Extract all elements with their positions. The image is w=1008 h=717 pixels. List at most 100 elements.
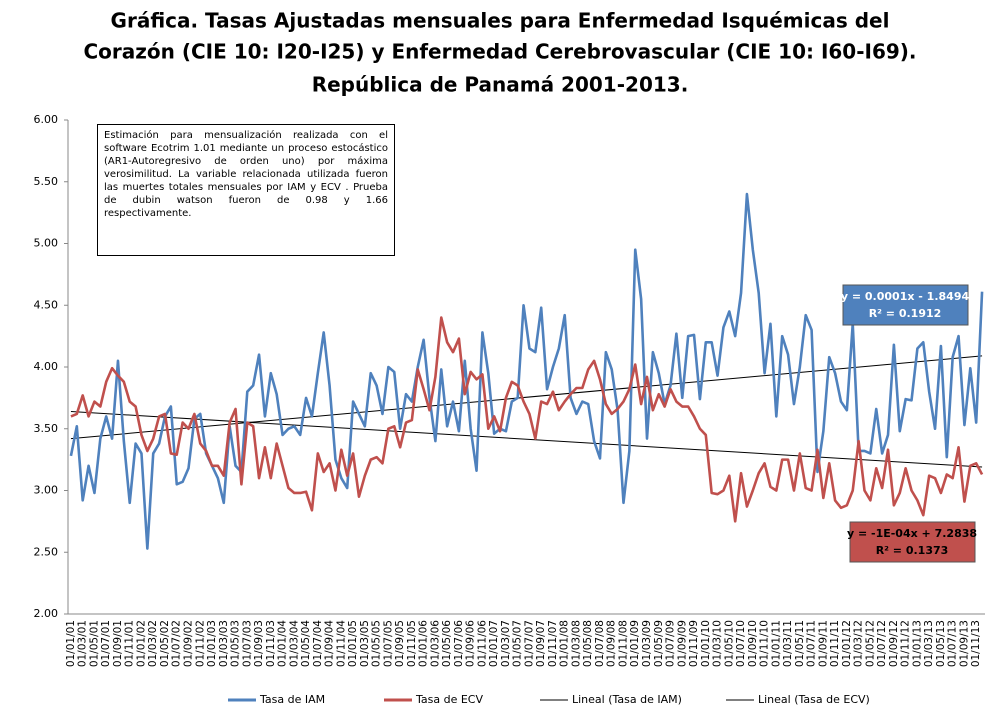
annotation: Estimación para mensualización realizada… bbox=[97, 124, 395, 256]
x-tick-label: 01/01/11 bbox=[770, 620, 782, 667]
x-tick-label: 01/03/05 bbox=[359, 620, 371, 667]
x-tick-label: 01/09/10 bbox=[747, 620, 759, 667]
x-tick-label: 01/03/12 bbox=[853, 620, 865, 667]
x-tick-label: 01/03/03 bbox=[218, 620, 230, 667]
x-tick-label: 01/03/01 bbox=[77, 620, 89, 667]
x-tick-label: 01/07/13 bbox=[947, 620, 959, 667]
chart-title: Gráfica. Tasas Ajustadas mensuales para … bbox=[111, 9, 890, 33]
chart-title: República de Panamá 2001-2013. bbox=[312, 73, 689, 97]
x-tick-label: 01/07/03 bbox=[241, 620, 253, 667]
x-tick-label: 01/09/13 bbox=[958, 620, 970, 667]
legend-label: Tasa de ECV bbox=[415, 693, 483, 706]
x-tick-label: 01/03/09 bbox=[641, 620, 653, 667]
x-tick-label: 01/05/03 bbox=[230, 620, 242, 667]
legend-label: Lineal (Tasa de IAM) bbox=[572, 693, 682, 706]
equation-box bbox=[842, 284, 969, 326]
x-tick-label: 01/01/04 bbox=[277, 620, 289, 667]
trendline bbox=[70, 410, 983, 468]
x-tick-label: 01/07/08 bbox=[594, 620, 606, 667]
x-tick-label: 01/03/11 bbox=[782, 620, 794, 667]
r-squared: R² = 0.1373 bbox=[876, 544, 949, 557]
x-tick-label: 01/07/04 bbox=[312, 620, 324, 667]
x-tick-label: 01/07/12 bbox=[876, 620, 888, 667]
x-tick-label: 01/07/11 bbox=[806, 620, 818, 667]
x-tick-label: 01/03/08 bbox=[570, 620, 582, 667]
x-tick-label: 01/03/10 bbox=[712, 620, 724, 667]
y-tick-label: 3.00 bbox=[34, 484, 59, 497]
y-tick-label: 2.00 bbox=[34, 607, 59, 620]
x-tick-label: 01/01/10 bbox=[700, 620, 712, 667]
chart-title: Corazón (CIE 10: I20-I25) y Enfermedad C… bbox=[83, 40, 916, 64]
x-tick-label: 01/07/02 bbox=[171, 620, 183, 667]
x-tick-label: 01/03/02 bbox=[147, 620, 159, 667]
equation-box bbox=[849, 521, 976, 563]
trendline bbox=[70, 355, 983, 440]
x-tick-label: 01/11/05 bbox=[406, 620, 418, 667]
x-tick-label: 01/09/11 bbox=[817, 620, 829, 667]
x-tick-label: 01/09/12 bbox=[888, 620, 900, 667]
x-tick-label: 01/05/10 bbox=[723, 620, 735, 667]
x-tick-label: 01/11/04 bbox=[335, 620, 347, 667]
r-squared: R² = 0.1912 bbox=[869, 307, 942, 320]
x-tick-label: 01/05/07 bbox=[512, 620, 524, 667]
x-tick-label: 01/05/06 bbox=[441, 620, 453, 667]
x-tick-label: 01/09/09 bbox=[676, 620, 688, 667]
x-tick-label: 01/03/06 bbox=[429, 620, 441, 667]
x-tick-label: 01/05/01 bbox=[88, 620, 100, 667]
x-tick-label: 01/05/02 bbox=[159, 620, 171, 667]
x-tick-label: 01/07/07 bbox=[523, 620, 535, 667]
x-tick-label: 01/03/13 bbox=[923, 620, 935, 667]
x-tick-label: 01/05/12 bbox=[864, 620, 876, 667]
x-tick-label: 01/01/06 bbox=[418, 620, 430, 667]
series-line bbox=[70, 316, 984, 523]
x-tick-label: 01/07/10 bbox=[735, 620, 747, 667]
legend-label: Tasa de IAM bbox=[259, 693, 325, 706]
y-tick-label: 5.00 bbox=[34, 237, 59, 250]
x-tick-label: 01/09/07 bbox=[535, 620, 547, 667]
x-tick-label: 01/01/09 bbox=[629, 620, 641, 667]
x-tick-label: 01/01/13 bbox=[911, 620, 923, 667]
y-tick-label: 3.50 bbox=[34, 422, 59, 435]
x-tick-label: 01/11/02 bbox=[194, 620, 206, 667]
x-tick-label: 01/01/01 bbox=[65, 620, 77, 667]
x-tick-label: 01/07/05 bbox=[382, 620, 394, 667]
x-tick-label: 01/03/07 bbox=[500, 620, 512, 667]
x-tick-label: 01/11/01 bbox=[124, 620, 136, 667]
x-tick-label: 01/11/07 bbox=[547, 620, 559, 667]
series-line bbox=[69, 192, 984, 550]
x-tick-label: 01/01/08 bbox=[559, 620, 571, 667]
x-tick-label: 01/07/09 bbox=[665, 620, 677, 667]
equation: y = -1E-04x + 7.2838 bbox=[847, 527, 977, 540]
x-tick-label: 01/11/10 bbox=[759, 620, 771, 667]
x-tick-label: 01/09/03 bbox=[253, 620, 265, 667]
x-tick-label: 01/11/03 bbox=[265, 620, 277, 667]
x-tick-label: 01/09/06 bbox=[465, 620, 477, 667]
x-tick-label: 01/03/04 bbox=[288, 620, 300, 667]
x-tick-label: 01/01/12 bbox=[841, 620, 853, 667]
x-tick-label: 01/05/09 bbox=[653, 620, 665, 667]
x-tick-label: 01/11/13 bbox=[970, 620, 982, 667]
x-tick-label: 01/09/08 bbox=[606, 620, 618, 667]
x-tick-label: 01/05/04 bbox=[300, 620, 312, 667]
x-tick-label: 01/11/09 bbox=[688, 620, 700, 667]
y-tick-label: 4.50 bbox=[34, 298, 59, 311]
x-tick-label: 01/11/11 bbox=[829, 620, 841, 667]
x-tick-label: 01/05/05 bbox=[371, 620, 383, 667]
x-tick-label: 01/05/13 bbox=[935, 620, 947, 667]
y-tick-label: 4.00 bbox=[34, 360, 59, 373]
x-tick-label: 01/09/01 bbox=[112, 620, 124, 667]
x-tick-label: 01/11/06 bbox=[476, 620, 488, 667]
x-tick-label: 01/07/01 bbox=[100, 620, 112, 667]
x-tick-label: 01/05/08 bbox=[582, 620, 594, 667]
x-tick-label: 01/09/02 bbox=[183, 620, 195, 667]
x-tick-label: 01/11/12 bbox=[900, 620, 912, 667]
y-tick-label: 2.50 bbox=[34, 545, 59, 558]
x-tick-label: 01/09/05 bbox=[394, 620, 406, 667]
y-tick-label: 6.00 bbox=[34, 113, 59, 126]
x-tick-label: 01/11/08 bbox=[617, 620, 629, 667]
legend-label: Lineal (Tasa de ECV) bbox=[758, 693, 870, 706]
equation: y = 0.0001x - 1.8494 bbox=[841, 290, 970, 303]
x-tick-label: 01/01/03 bbox=[206, 620, 218, 667]
